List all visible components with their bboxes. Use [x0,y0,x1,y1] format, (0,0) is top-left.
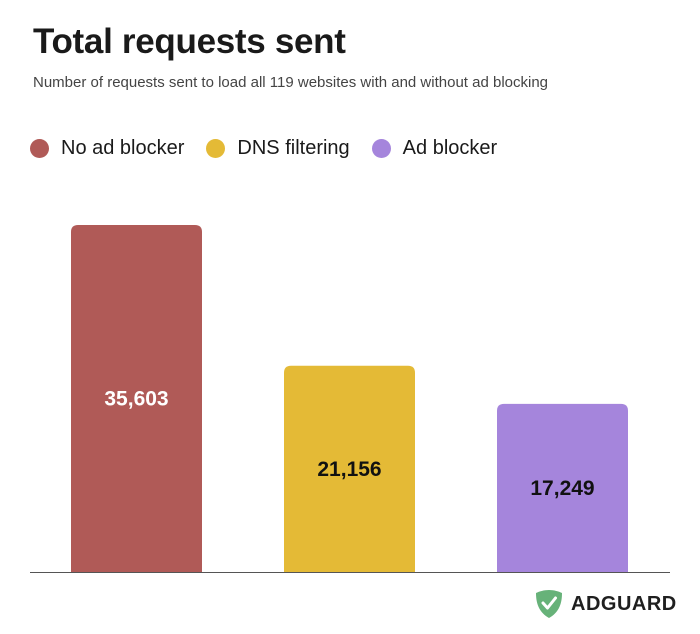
legend-item-ad-blocker: Ad blocker [371,137,498,160]
bar-1 [284,365,415,572]
bar-0 [71,225,202,572]
bar-2 [497,403,628,572]
data-label-1: 21,156 [317,458,381,481]
legend-swatch [206,139,226,158]
data-label-2: 17,249 [530,477,594,500]
chart-subtitle: Number of requests sent to load all 119 … [33,74,549,91]
legend-swatch [371,139,391,158]
legend-item-no-ad-blocker: No ad blocker [30,137,184,160]
chart-title: Total requests sent [33,22,346,61]
legend-label: DNS filtering [237,137,350,159]
logo-text: ADGUARD [571,592,677,615]
legend: No ad blocker DNS filtering Ad blocker [30,137,519,160]
shield-check-icon [536,590,562,618]
adguard-logo: ADGUARD [535,589,677,619]
data-label-0: 35,603 [104,388,168,411]
legend-item-dns-filtering: DNS filtering [206,137,350,160]
legend-swatch [30,139,49,158]
legend-label: No ad blocker [61,137,185,159]
legend-label: Ad blocker [402,137,498,159]
